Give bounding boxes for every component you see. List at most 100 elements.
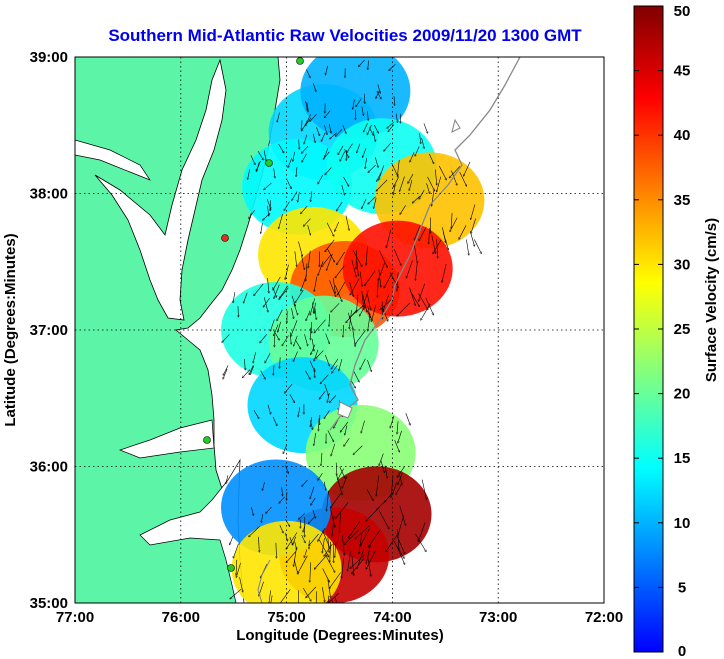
velocity-arrow: [291, 295, 295, 306]
velocity-arrow: [361, 290, 364, 309]
plot-area: [74, 56, 605, 604]
velocity-arrow: [366, 551, 376, 569]
velocity-arrow: [270, 200, 271, 210]
velocity-arrow: [308, 517, 315, 523]
velocity-arrow: [312, 510, 316, 518]
y-tick-label: 37:00: [30, 322, 68, 339]
velocity-arrow: [342, 476, 348, 488]
island-outline: [337, 401, 353, 419]
velocity-arrow: [345, 425, 348, 434]
x-tick-label: 72:00: [585, 609, 623, 626]
radar-site: [203, 436, 211, 444]
velocity-arrow: [318, 418, 319, 431]
velocity-arrow: [338, 281, 346, 295]
velocity-arrow: [341, 185, 345, 195]
velocity-arrow: [276, 542, 277, 558]
velocity-arrow: [347, 312, 353, 330]
velocity-arrow: [450, 217, 458, 232]
velocity-arrow: [314, 276, 318, 292]
velocity-arrow: [466, 239, 468, 255]
velocity-arrow: [279, 357, 280, 368]
colorbar-tick-label: 5: [678, 579, 686, 596]
velocity-arrow: [471, 218, 476, 234]
velocity-arrow: [339, 512, 341, 533]
velocity-arrow: [282, 335, 289, 346]
velocity-arrow: [397, 421, 399, 434]
velocity-arrow: [327, 593, 339, 603]
velocity-arrow: [298, 191, 300, 202]
x-tick-labels: 77:00 76:00 75:00 74:00 73:00 72:00: [56, 609, 623, 626]
velocity-arrow: [302, 153, 307, 162]
velocity-arrow: [318, 472, 323, 480]
velocity-arrow: [415, 146, 420, 156]
velocity-arrow: [336, 462, 337, 476]
velocity-arrow: [464, 161, 471, 176]
velocity-arrow: [311, 191, 313, 202]
velocity-arrow: [301, 146, 309, 153]
velocity-arrow: [261, 223, 263, 233]
velocity-arrow: [265, 353, 271, 362]
chesapeake-bay: [94, 58, 227, 321]
velocity-arrow: [397, 159, 400, 175]
velocity-arrow: [393, 184, 396, 194]
velocity-arrow: [376, 475, 380, 495]
velocity-arrow: [363, 148, 367, 157]
velocity-arrow: [233, 543, 239, 558]
y-axis-label: Latitude (Degrees:Minutes): [2, 233, 19, 426]
velocity-arrow: [421, 303, 431, 320]
velocity-arrow: [309, 360, 315, 372]
velocity-arrow: [332, 516, 335, 536]
velocity-arrow: [314, 319, 326, 333]
velocity-arrow: [429, 228, 430, 244]
velocity-arrow: [307, 224, 311, 235]
velocity-arrow: [312, 83, 316, 92]
velocity-arrow: [283, 444, 288, 454]
velocity-arrow: [324, 410, 330, 418]
velocity-arrow: [277, 112, 280, 122]
colorbar-tick-label: 30: [674, 256, 691, 273]
velocity-arrow: [306, 263, 308, 281]
velocity-arrow: [304, 134, 308, 144]
velocity-arrow: [230, 536, 234, 545]
velocity-arrow: [344, 438, 350, 446]
velocity-arrow: [302, 122, 307, 131]
velocity-arrow: [367, 124, 372, 135]
y-tick-label: 38:00: [30, 186, 68, 203]
bathymetry-contour-south: [257, 559, 271, 603]
velocity-arrow: [325, 333, 330, 344]
velocity-arrow: [301, 254, 304, 270]
velocity-arrow: [335, 221, 339, 231]
velocity-arrow: [320, 374, 329, 384]
velocity-arrow: [324, 354, 329, 366]
velocity-arrow: [357, 294, 359, 312]
velocity-arrow: [355, 525, 370, 538]
velocity-arrow: [316, 350, 324, 359]
velocity-arrow: [347, 143, 353, 153]
velocity-arrow: [284, 532, 287, 541]
velocity-arrow: [419, 189, 425, 199]
velocity-arrow: [267, 404, 271, 414]
velocity-arrow: [298, 555, 308, 573]
gridlines: [75, 57, 604, 603]
x-tick-label: 77:00: [56, 609, 94, 626]
velocity-arrow: [376, 90, 381, 99]
velocity-arrow: [361, 420, 365, 433]
velocity-arrow: [335, 597, 337, 603]
velocity-arrow: [304, 549, 308, 557]
velocity-arrow: [335, 265, 345, 278]
velocity-arrow: [293, 559, 298, 575]
velocity-arrow: [349, 305, 364, 318]
velocity-arrow: [295, 289, 304, 303]
velocity-arrow: [318, 539, 328, 556]
velocity-arrow: [301, 205, 308, 214]
velocity-arrow: [393, 249, 401, 265]
velocity-arrow: [314, 432, 317, 445]
velocity-arrow: [325, 554, 334, 572]
velocity-arrow: [270, 319, 275, 331]
velocity-arrow: [312, 133, 315, 143]
velocity-arrow: [305, 101, 308, 110]
velocity-arrow: [304, 334, 307, 346]
velocity-arrow: [406, 260, 413, 278]
velocity-arrow: [412, 195, 421, 203]
velocity-arrow: [396, 545, 405, 565]
